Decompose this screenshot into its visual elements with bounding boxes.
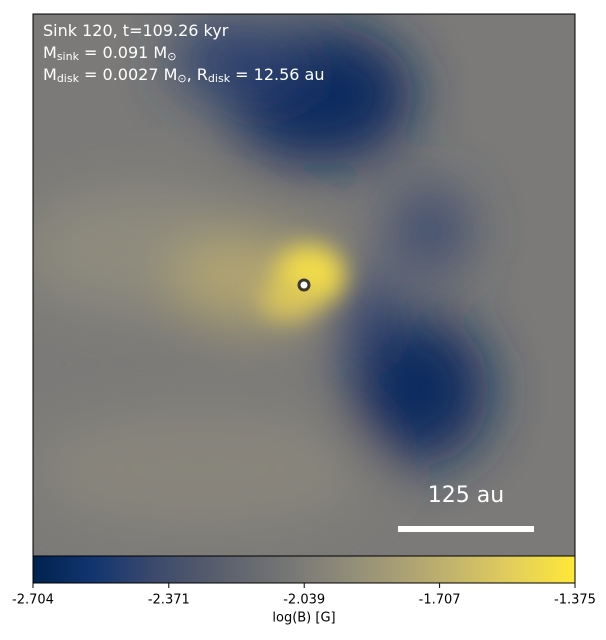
colorbar-tick-label: -2.039 xyxy=(283,593,325,608)
field-image xyxy=(33,14,575,556)
annotation-line: Msink = 0.091 M⊙ xyxy=(43,43,176,64)
annotation-text: M xyxy=(43,43,57,62)
annotation-subscript: disk xyxy=(208,72,231,85)
annotation-subscript: disk xyxy=(57,72,80,85)
scalebar-label: 125 au xyxy=(428,483,504,508)
annotation-text: , R xyxy=(187,65,208,84)
colorbar-label: log(B) [G] xyxy=(272,611,335,626)
annotation-line: Sink 120, t=109.26 kyr xyxy=(43,21,229,40)
annotation-text: Sink 120, t=109.26 kyr xyxy=(43,21,229,40)
colorbar-tick-label: -2.371 xyxy=(148,593,190,608)
annotation-subscript: sink xyxy=(57,50,80,63)
annotation-subscript: ⊙ xyxy=(177,72,186,85)
annotation-text: = 0.091 M xyxy=(79,43,167,62)
colorbar-tick-label: -2.704 xyxy=(12,593,54,608)
colorbar-tick-label: -1.375 xyxy=(554,593,596,608)
sink-marker xyxy=(297,278,311,292)
annotation-text: = 12.56 au xyxy=(230,65,324,84)
annotation-text: M xyxy=(43,65,57,84)
colorbar-tick-label: -1.707 xyxy=(419,593,461,608)
annotation-line: Mdisk = 0.0027 M⊙, Rdisk = 12.56 au xyxy=(43,65,324,86)
annotation-subscript: ⊙ xyxy=(167,50,176,63)
annotation-text: = 0.0027 M xyxy=(79,65,177,84)
colorbar xyxy=(32,555,576,584)
